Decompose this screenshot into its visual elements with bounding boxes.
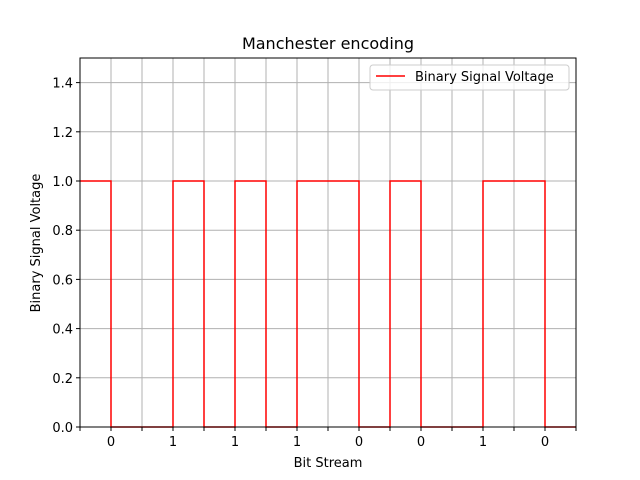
x-tick-label: 0 bbox=[417, 435, 425, 450]
y-tick-label: 0.0 bbox=[52, 421, 73, 436]
legend: Binary Signal Voltage bbox=[369, 64, 570, 91]
y-tick-label: 0.2 bbox=[52, 372, 73, 387]
signal-line bbox=[80, 180, 576, 428]
grid bbox=[80, 58, 576, 427]
x-tick-label: 1 bbox=[231, 435, 239, 450]
axes: 0 1 1 1 0 0 1 0 0.0 0.2 0.4 0.6 0.8 1.0 1.2 1.4 bbox=[52, 77, 577, 450]
y-tick-label: 0.4 bbox=[52, 323, 73, 338]
legend-box bbox=[369, 64, 570, 91]
x-tick-label: 0 bbox=[107, 435, 115, 450]
x-tick-label: 0 bbox=[355, 435, 363, 450]
y-tick-label: 1.0 bbox=[52, 175, 73, 190]
series-layer bbox=[80, 180, 576, 428]
x-tick-label: 0 bbox=[541, 435, 549, 450]
x-tick-label: 1 bbox=[169, 435, 177, 450]
y-tick-label: 1.4 bbox=[52, 77, 73, 92]
legend-entry-label: Binary Signal Voltage bbox=[415, 70, 554, 85]
y-tick-label: 1.2 bbox=[52, 126, 73, 141]
y-axis-label: Binary Signal Voltage bbox=[29, 174, 44, 313]
chart-title: Manchester encoding bbox=[242, 34, 414, 53]
y-tick-label: 0.6 bbox=[52, 273, 73, 288]
x-tick-label: 1 bbox=[479, 435, 487, 450]
x-tick-label: 1 bbox=[293, 435, 301, 450]
x-axis-label: Bit Stream bbox=[294, 456, 363, 471]
y-tick-label: 0.8 bbox=[52, 224, 73, 239]
